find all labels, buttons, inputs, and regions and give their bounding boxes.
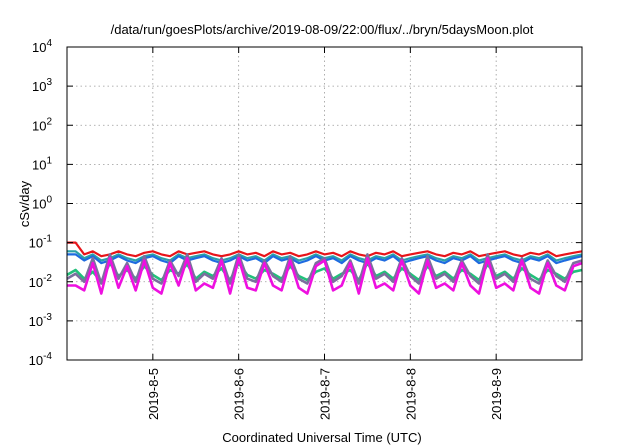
y-tick-label: 101	[32, 155, 52, 172]
x-tick-label: 2019-8-9	[489, 368, 504, 420]
x-tick-label: 2019-8-7	[318, 368, 333, 420]
y-tick-label: 104	[32, 38, 52, 55]
series-layer	[66, 241, 583, 295]
y-tick-label: 103	[32, 77, 52, 94]
series-line-1	[67, 241, 583, 258]
grid	[67, 47, 582, 360]
y-tick-label: 10-2	[29, 273, 53, 290]
series-line-5	[66, 253, 583, 285]
y-tick-label: 10-1	[29, 234, 53, 251]
x-tick-label: 2019-8-8	[403, 368, 418, 420]
x-axis-label: Coordinated Universal Time (UTC)	[222, 430, 421, 445]
x-tick-label: 2019-8-5	[146, 368, 161, 420]
x-axis: 2019-8-5 2019-8-6 2019-8-7 2019-8-8 2019-8-9	[146, 47, 504, 420]
chart-title: /data/run/goesPlots/archive/2019-08-09/2…	[111, 22, 534, 37]
y-tick-label: 102	[32, 116, 52, 133]
y-axis-label: cSv/day	[17, 180, 32, 227]
x-tick-label: 2019-8-6	[232, 368, 247, 420]
y-axis: 10-4 10-3 10-2 10-1 100 101 102 103 104	[29, 38, 582, 368]
series-line-6	[67, 256, 583, 295]
y-tick-label: 100	[32, 195, 52, 212]
y-tick-label: 10-4	[29, 351, 53, 368]
y-tick-label: 10-3	[29, 312, 53, 329]
